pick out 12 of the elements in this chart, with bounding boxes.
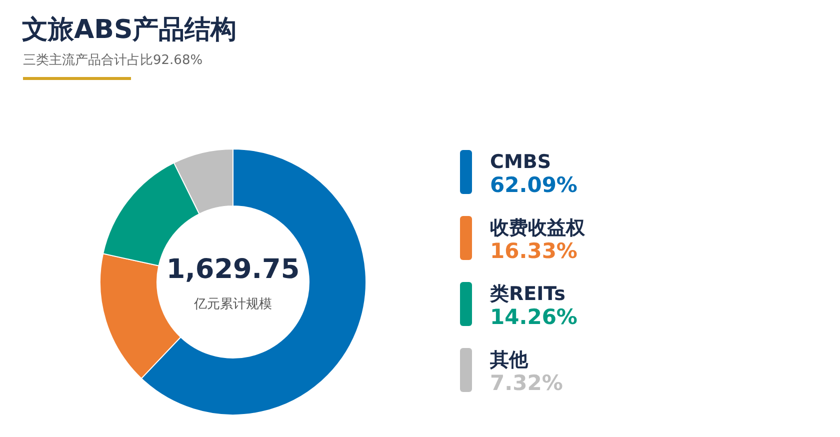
legend-label: 类REITs: [489, 283, 566, 305]
text: 亿元累计规模: [193, 297, 272, 312]
data-label: 62.09%: [490, 173, 578, 197]
text: 1,629.75: [166, 254, 300, 285]
chart-subtitle: 三类主流产品合计占比92.68%: [23, 52, 203, 68]
legend-label: 其他: [489, 349, 529, 371]
data-label: 7.32%: [490, 371, 563, 395]
legend-label: CMBS: [490, 151, 552, 173]
chart-title: 文旅ABS产品结构: [22, 15, 237, 45]
data-label: 14.26%: [490, 305, 578, 329]
data-label: 16.33%: [490, 239, 578, 263]
legend-label: 收费收益权: [490, 217, 586, 239]
